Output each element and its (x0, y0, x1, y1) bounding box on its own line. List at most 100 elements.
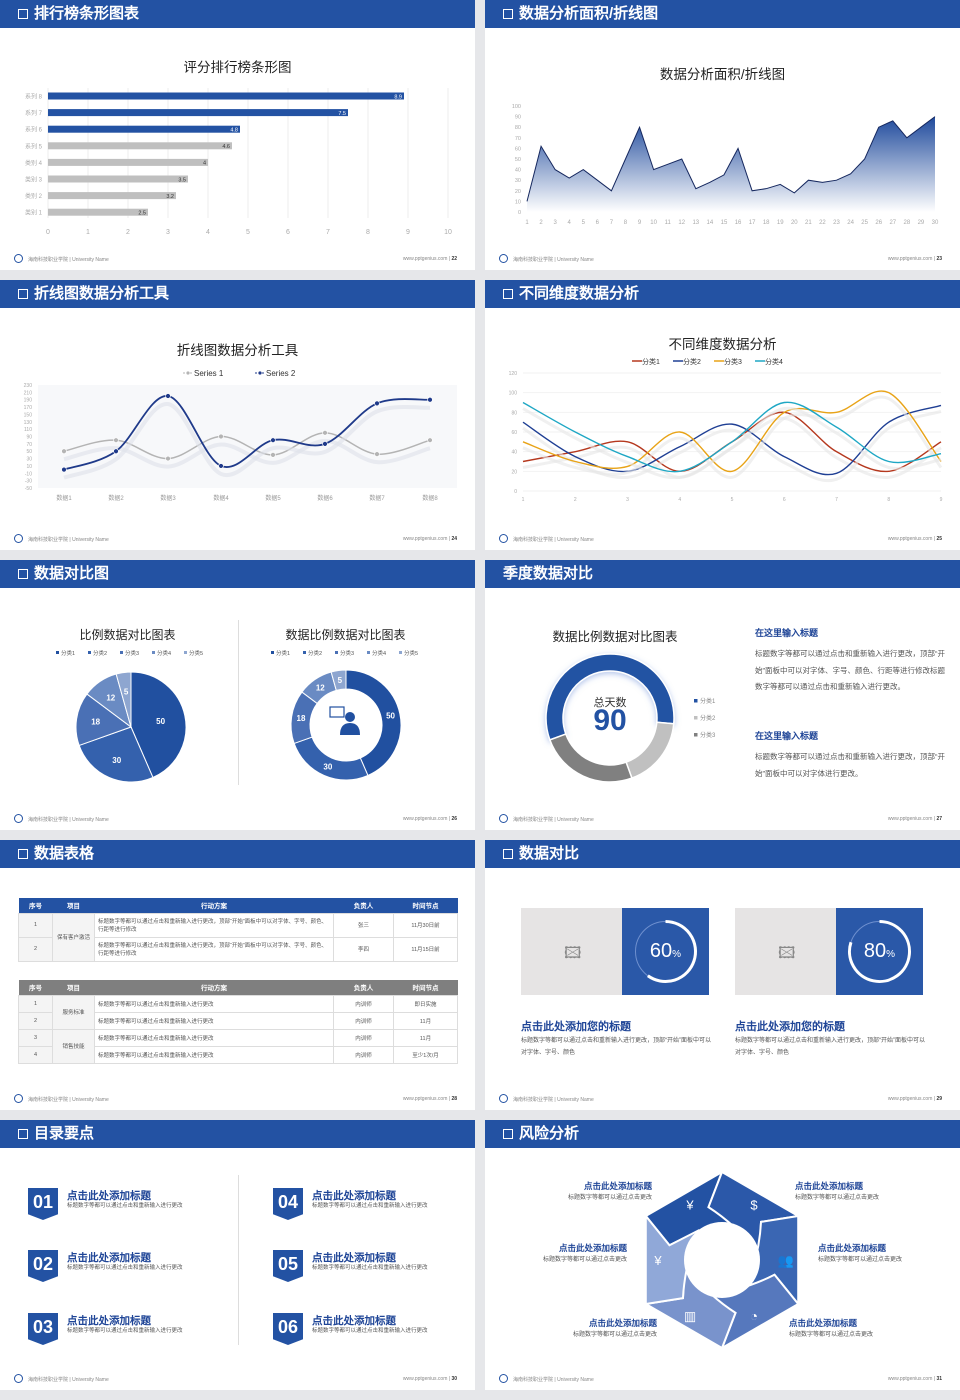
risk-item-title[interactable]: 点击此处添加标题 (789, 1318, 858, 1328)
y-tick-label: 210 (24, 390, 33, 396)
legend-label: 分类4 (157, 649, 171, 657)
data-point (113, 437, 119, 443)
university-logo-icon (14, 814, 23, 823)
table-header-row: 序号 项目 行动方案 负责人 时间节点 (18, 898, 458, 913)
risk-item-title[interactable]: 点击此处添加标题 (558, 1243, 627, 1253)
footer-org: 海南科技职业学院 | University Name (28, 1097, 109, 1103)
footer-url: www.pptgenius.com | 26 (402, 816, 457, 822)
checkbox-icon (503, 1129, 513, 1139)
x-tick-label: 5 (582, 220, 586, 226)
toc-item-title[interactable]: 点击此处添加标题 (67, 1190, 151, 1202)
legend-label: 分类2 (93, 649, 107, 657)
risk-item-title[interactable]: 点击此处添加标题 (818, 1243, 887, 1253)
footer: 海南科技职业学院 | University Name www.pptgenius.… (0, 252, 475, 266)
legend-swatch (56, 651, 59, 654)
risk-item-text: 标题数字等都可以通过点击更改 (567, 1195, 652, 1201)
toc-number-badge: 01 (28, 1188, 58, 1220)
toc-item-title[interactable]: 点击此处添加标题 (67, 1252, 151, 1264)
x-tick-label: 9 (940, 497, 943, 503)
y-tick-label: 50 (515, 157, 521, 163)
bar (48, 208, 148, 216)
pie-slice (293, 736, 369, 781)
y-tick-label: 90 (515, 115, 521, 121)
x-tick-label: 4 (206, 229, 210, 236)
risk-item-title[interactable]: 点击此处添加标题 (588, 1318, 657, 1328)
pie-slice (330, 669, 347, 691)
x-tick-label: 0 (46, 229, 50, 236)
legend-label: 分类5 (404, 649, 418, 657)
toc-item-title[interactable]: 点击此处添加标题 (312, 1190, 396, 1202)
legend-swatch (335, 651, 338, 654)
data-point (218, 463, 224, 469)
y-tick-label: -50 (25, 486, 32, 492)
legend-swatch (152, 651, 155, 654)
page-number: 28 (451, 1096, 457, 1102)
toc-item-title[interactable]: 点击此处添加标题 (67, 1315, 151, 1327)
university-logo-icon (14, 254, 23, 263)
legend-swatch (367, 651, 370, 654)
block-text: 标题数字等都可以通过点击和重新输入进行更改，顶部“开始”面板中可以对字体、字号、… (755, 649, 945, 691)
x-tick-label: 3 (166, 229, 170, 236)
x-tick-label: 9 (638, 220, 642, 226)
footer-org: 海南科技职业学院 | University Name (513, 257, 594, 263)
legend-swatch (694, 699, 698, 703)
x-tick-label: 8 (366, 229, 370, 236)
slice-label: 5 (124, 688, 129, 697)
progress-card: 60% (622, 908, 709, 995)
university-logo-icon (499, 254, 508, 263)
legend-label: 分类2 (308, 649, 322, 657)
y-tick-label: 230 (24, 383, 33, 389)
center-label: 总天数 (593, 697, 627, 709)
risk-item-title[interactable]: 点击此处添加标题 (795, 1181, 864, 1191)
x-tick-label: 8 (887, 497, 890, 503)
toc-item-text: 标题数字等都可以通过点击和重新输入进行更改 (312, 1265, 428, 1271)
x-tick-label: 2 (539, 220, 543, 226)
legend-label: 分类3 (724, 357, 742, 366)
progress-ring (635, 920, 697, 983)
slide-header: 数据对比图 (0, 560, 475, 588)
footer-org: 海南科技职业学院 | University Name (28, 537, 109, 543)
toc-item-title[interactable]: 点击此处添加标题 (312, 1252, 396, 1264)
slice-label: 50 (156, 717, 165, 726)
x-tick-label: 6 (596, 220, 600, 226)
table-row: 4 标题数字等都可以通过点击和重新输入进行更改 内训师 至少1次/月 (18, 1045, 458, 1064)
y-tick-label: 60 (511, 430, 517, 436)
slide-title: 数据分析面积/折线图 (519, 5, 659, 22)
data-point (270, 452, 276, 458)
slide-risk: 风险分析 ¥ $ 👥 ◔ ▥ ¥ 点击此处添加标题 标题数字等都可以通过点击更改 点击此处添… (485, 1120, 960, 1390)
data-point (427, 397, 433, 403)
block-title: 在这里输入标题 (755, 731, 819, 741)
x-tick-label: 27 (889, 220, 896, 226)
category-label: 系列 6 (25, 126, 43, 134)
speech-bubble (329, 706, 345, 718)
legend-marker (258, 371, 262, 375)
x-tick-label: 3 (626, 497, 629, 503)
toc-item-title[interactable]: 点击此处添加标题 (312, 1315, 396, 1327)
y-tick-label: 100 (509, 391, 518, 397)
y-tick-label: 70 (26, 442, 32, 448)
donut-slice (548, 733, 633, 783)
x-tick-label: 20 (791, 220, 798, 226)
slice-label: 12 (106, 694, 115, 703)
cycle-center (684, 1222, 760, 1298)
image-placeholder[interactable]: 🖾 (735, 908, 836, 995)
y-tick-label: -10 (25, 471, 32, 477)
page-number: 24 (451, 536, 457, 542)
risk-item-title[interactable]: 点击此处添加标题 (583, 1181, 652, 1191)
image-placeholder[interactable]: 🖾 (521, 908, 622, 995)
series-line (522, 390, 942, 473)
risk-item-text: 标题数字等都可以通过点击更改 (542, 1257, 627, 1263)
data-point (113, 448, 119, 454)
footer: 海南科技职业学院 | University Name www.pptgenius.… (0, 812, 475, 826)
y-tick-label: 40 (515, 168, 521, 174)
slide-ranking-bar: 排行榜条形图表 评分排行榜条形图 0 1 2 3 4 5 6 7 8 9 10 8.9 系列 8 7.5 系… (0, 0, 475, 270)
slide-header: 风险分析 (485, 1120, 960, 1148)
ring-progress (646, 920, 697, 983)
data-point (61, 448, 67, 454)
series-line (522, 401, 942, 473)
x-tick-label: 7 (326, 229, 330, 236)
footer-org: 海南科技职业学院 | University Name (28, 1377, 109, 1383)
legend-swatch (303, 651, 306, 654)
legend-swatch (120, 651, 123, 654)
